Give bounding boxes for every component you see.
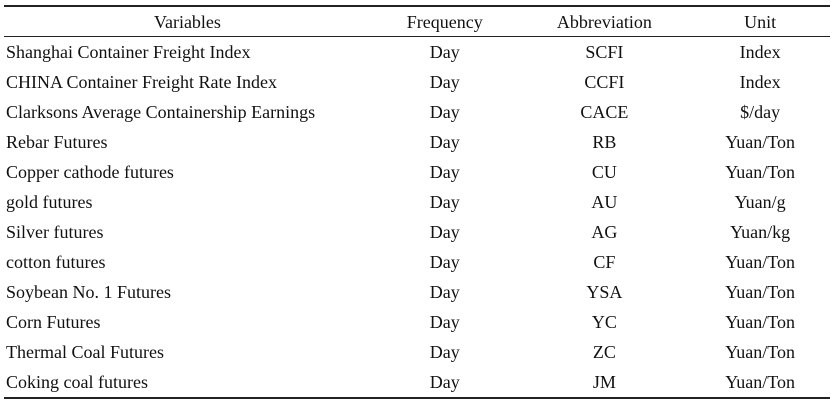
cell-variable: Silver futures (6, 222, 104, 242)
cell-unit: Yuan/Ton (725, 312, 795, 332)
cell-frequency: Day (429, 72, 460, 92)
cell-variable: Corn Futures (6, 312, 101, 332)
header-frequency: Frequency (406, 11, 483, 32)
cell-variable: Thermal Coal Futures (6, 342, 164, 362)
table-row: Shanghai Container Freight Index Day SCF… (4, 37, 830, 68)
table-header: Variables Frequency Abbreviation Unit (4, 6, 830, 37)
cell-variable: CHINA Container Freight Rate Index (6, 72, 277, 92)
cell-abbreviation: CF (593, 252, 616, 272)
cell-unit: Index (739, 42, 781, 62)
variables-table: Variables Frequency Abbreviation Unit Sh… (4, 5, 830, 399)
cell-frequency: Day (429, 222, 460, 242)
table-row: Coking coal futures Day JM Yuan/Ton (4, 367, 830, 398)
cell-unit: Yuan/Ton (725, 252, 795, 272)
cell-variable: cotton futures (6, 252, 106, 272)
table-row: Silver futures Day AG Yuan/kg (4, 217, 830, 247)
cell-frequency: Day (429, 162, 460, 182)
cell-frequency: Day (429, 192, 460, 212)
table-row: gold futures Day AU Yuan/g (4, 187, 830, 217)
cell-unit: $/day (740, 102, 781, 122)
table-row: Soybean No. 1 Futures Day YSA Yuan/Ton (4, 277, 830, 307)
table-row: Thermal Coal Futures Day ZC Yuan/Ton (4, 337, 830, 367)
header-unit: Unit (744, 11, 777, 32)
cell-abbreviation: YSA (586, 282, 623, 302)
cell-abbreviation: RB (592, 132, 617, 152)
cell-variable: Copper cathode futures (6, 162, 174, 182)
cell-frequency: Day (429, 282, 460, 302)
cell-unit: Yuan/Ton (725, 342, 795, 362)
cell-abbreviation: SCFI (585, 42, 624, 62)
table-row: Clarksons Average Containership Earnings… (4, 97, 830, 127)
cell-unit: Yuan/Ton (725, 132, 795, 152)
cell-abbreviation: ZC (592, 342, 616, 362)
cell-abbreviation: CCFI (584, 72, 625, 92)
cell-variable: gold futures (6, 192, 93, 212)
cell-frequency: Day (429, 252, 460, 272)
table-row: cotton futures Day CF Yuan/Ton (4, 247, 830, 277)
header-row: Variables Frequency Abbreviation Unit (4, 6, 830, 37)
cell-unit: Yuan/Ton (725, 282, 795, 302)
cell-unit: Index (739, 72, 781, 92)
header-variables: Variables (153, 11, 221, 32)
cell-variable: Coking coal futures (6, 372, 148, 392)
cell-abbreviation: CACE (580, 102, 629, 122)
cell-abbreviation: CU (591, 162, 617, 182)
cell-variable: Rebar Futures (6, 132, 108, 152)
table-row: Rebar Futures Day RB Yuan/Ton (4, 127, 830, 157)
cell-abbreviation: JM (592, 372, 616, 392)
cell-unit: Yuan/Ton (725, 162, 795, 182)
table-row: CHINA Container Freight Rate Index Day C… (4, 67, 830, 97)
cell-frequency: Day (429, 132, 460, 152)
cell-abbreviation: AG (591, 222, 618, 242)
cell-unit: Yuan/g (734, 192, 786, 212)
cell-abbreviation: AU (591, 192, 618, 212)
cell-unit: Yuan/kg (730, 222, 791, 242)
cell-frequency: Day (429, 102, 460, 122)
table-row: Corn Futures Day YC Yuan/Ton (4, 307, 830, 337)
header-abbreviation: Abbreviation (556, 11, 652, 32)
cell-frequency: Day (429, 342, 460, 362)
cell-variable: Soybean No. 1 Futures (6, 282, 171, 302)
variables-table-container: Variables Frequency Abbreviation Unit Sh… (4, 5, 830, 399)
cell-unit: Yuan/Ton (725, 372, 795, 392)
cell-frequency: Day (429, 42, 460, 62)
table-body: Shanghai Container Freight Index Day SCF… (4, 37, 830, 398)
cell-variable: Clarksons Average Containership Earnings (6, 102, 316, 122)
cell-abbreviation: YC (591, 312, 617, 332)
cell-frequency: Day (429, 372, 460, 392)
cell-variable: Shanghai Container Freight Index (6, 42, 251, 62)
table-row: Copper cathode futures Day CU Yuan/Ton (4, 157, 830, 187)
cell-frequency: Day (429, 312, 460, 332)
